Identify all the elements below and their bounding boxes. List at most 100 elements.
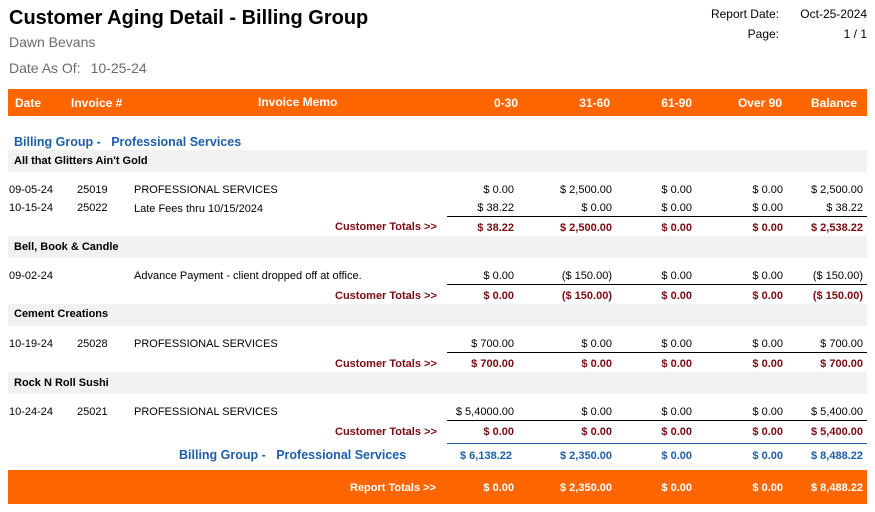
row-date: 09-02-24 (9, 270, 54, 282)
row-over-90: $ 0.00 (752, 270, 783, 282)
customer-total-0-30: $ 0.00 (483, 426, 514, 438)
customer-total-31-60: $ 0.00 (581, 426, 612, 438)
customer-total-over-90: $ 0.00 (752, 358, 783, 370)
as-of-date: Date As Of: 10-25-24 (9, 60, 147, 76)
row-31-60: ($ 150.00) (561, 270, 612, 282)
row-0-30: $ 38.22 (477, 202, 514, 214)
customer-name: Rock N Roll Sushi (14, 377, 109, 389)
customer-total-61-90: $ 0.00 (661, 358, 692, 370)
report-title: Customer Aging Detail - Billing Group (9, 7, 369, 29)
report-total-31-60: $ 2,350.00 (560, 482, 612, 494)
customer-total-over-90: $ 0.00 (752, 290, 783, 302)
row-invoice: 25022 (77, 202, 108, 214)
customer-band (8, 372, 867, 394)
customer-total-61-90: $ 0.00 (661, 290, 692, 302)
customer-total-over-90: $ 0.00 (752, 222, 783, 234)
customer-name: Cement Creations (14, 308, 109, 320)
customer-total-61-90: $ 0.00 (661, 222, 692, 234)
group-totals-label: Billing Group - Professional Services (179, 448, 406, 462)
customer-band (8, 236, 867, 258)
report-totals-band (8, 470, 867, 504)
row-31-60: $ 0.00 (581, 202, 612, 214)
row-31-60: $ 2,500.00 (560, 184, 612, 196)
row-balance: $ 5,400.00 (811, 406, 863, 418)
customer-total-balance: $ 2,538.22 (811, 222, 863, 234)
as-of-label: Date As Of: (9, 60, 81, 76)
row-memo: PROFESSIONAL SERVICES (134, 184, 278, 196)
col-header-31-60: 31-60 (579, 96, 610, 110)
column-header-band (8, 89, 867, 116)
row-date: 10-19-24 (9, 338, 54, 350)
col-header-61-90: 61-90 (661, 96, 692, 110)
row-balance: ($ 150.00) (812, 270, 863, 282)
customer-totals-label: Customer Totals >> (335, 221, 437, 233)
customer-total-31-60: ($ 150.00) (561, 290, 612, 302)
group-total-rule (447, 443, 867, 444)
customer-totals-label: Customer Totals >> (335, 426, 437, 438)
group-totals-name: Professional Services (276, 448, 407, 462)
row-61-90: $ 0.00 (661, 338, 692, 350)
row-31-60: $ 0.00 (581, 406, 612, 418)
report-date-value: Oct-25-2024 (800, 7, 867, 21)
row-invoice: 25028 (77, 338, 108, 350)
customer-total-over-90: $ 0.00 (752, 426, 783, 438)
row-memo: PROFESSIONAL SERVICES (134, 406, 278, 418)
customer-name: Bell, Book & Candle (14, 241, 119, 253)
row-memo: Advance Payment - client dropped off at … (134, 270, 362, 282)
row-over-90: $ 0.00 (752, 184, 783, 196)
row-balance: $ 2,500.00 (811, 184, 863, 196)
report-totals-label: Report Totals >> (350, 482, 436, 494)
customer-total-0-30: $ 0.00 (483, 290, 514, 302)
row-31-60: $ 0.00 (581, 338, 612, 350)
page-label: Page: (747, 27, 779, 41)
row-0-30: $ 0.00 (483, 270, 514, 282)
report-total-0-30: $ 0.00 (483, 482, 514, 494)
row-61-90: $ 0.00 (661, 184, 692, 196)
row-0-30: $ 0.00 (483, 184, 514, 196)
row-invoice: 25021 (77, 406, 108, 418)
row-61-90: $ 0.00 (661, 202, 692, 214)
report-total-balance: $ 8,488.22 (811, 482, 863, 494)
customer-total-61-90: $ 0.00 (661, 426, 692, 438)
report-subtitle: Dawn Bevans (9, 34, 96, 50)
col-header-over-90: Over 90 (737, 96, 782, 110)
col-header-0-30: 0-30 (493, 96, 518, 110)
row-0-30: $ 700.00 (471, 338, 514, 350)
row-over-90: $ 0.00 (752, 406, 783, 418)
row-61-90: $ 0.00 (661, 270, 692, 282)
customer-totals-label: Customer Totals >> (335, 290, 437, 302)
page-value: 1 / 1 (843, 27, 867, 41)
group-total-balance: $ 8,488.22 (811, 450, 863, 462)
row-date: 10-15-24 (9, 202, 54, 214)
customer-totals-label: Customer Totals >> (335, 358, 437, 370)
row-61-90: $ 0.00 (661, 406, 692, 418)
row-invoice: 25019 (77, 184, 108, 196)
subtotal-rule (447, 352, 867, 353)
row-memo: Late Fees thru 10/15/2024 (134, 203, 264, 215)
customer-total-balance: $ 5,400.00 (811, 426, 863, 438)
customer-band (8, 150, 867, 172)
customer-total-0-30: $ 38.22 (477, 222, 514, 234)
col-header-date: Date (15, 96, 42, 110)
report-date-label: Report Date: (710, 7, 779, 21)
row-over-90: $ 0.00 (752, 202, 783, 214)
row-0-30: $ 5,4000.00 (455, 406, 514, 418)
subtotal-rule (447, 216, 867, 217)
billing-group-prefix: Billing Group - (14, 135, 101, 149)
customer-total-0-30: $ 700.00 (471, 358, 514, 370)
group-total-over-90: $ 0.00 (752, 450, 783, 462)
report-total-61-90: $ 0.00 (661, 482, 692, 494)
customer-total-balance: ($ 150.00) (812, 290, 863, 302)
report-total-over-90: $ 0.00 (752, 482, 783, 494)
customer-total-31-60: $ 2,500.00 (560, 222, 612, 234)
customer-name: All that Glitters Ain't Gold (14, 155, 148, 167)
group-total-61-90: $ 0.00 (661, 450, 692, 462)
row-balance: $ 700.00 (820, 338, 863, 350)
col-header-invoice: Invoice # (71, 96, 123, 110)
row-over-90: $ 0.00 (752, 338, 783, 350)
row-memo: PROFESSIONAL SERVICES (134, 338, 278, 350)
group-total-31-60: $ 2,350.00 (560, 450, 612, 462)
col-header-memo: Invoice Memo (258, 95, 338, 109)
group-totals-prefix: Billing Group - (179, 448, 266, 462)
group-total-0-30: $ 6,138.22 (460, 450, 512, 462)
